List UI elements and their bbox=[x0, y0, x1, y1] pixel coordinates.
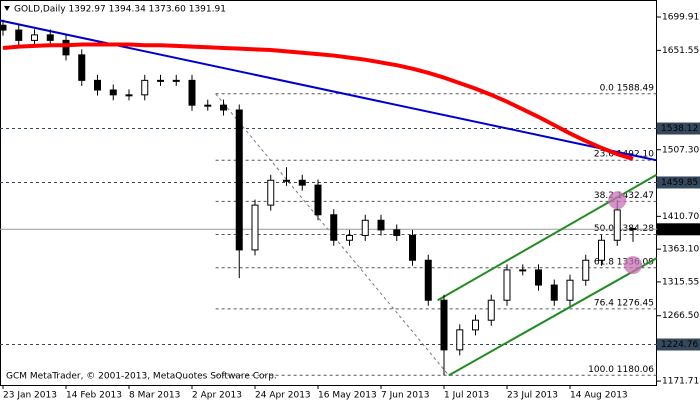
candle-body bbox=[188, 79, 196, 106]
candle-body bbox=[125, 94, 133, 97]
candle-body bbox=[440, 299, 448, 351]
candle-body bbox=[109, 89, 117, 96]
candle-body bbox=[94, 79, 101, 91]
y-tick-label: 1266.50 bbox=[662, 311, 699, 321]
x-tick-label: 1 Jul 2013 bbox=[444, 391, 489, 401]
x-tick-label: 23 Jul 2013 bbox=[507, 391, 558, 401]
x-tick-label: 23 Jan 2013 bbox=[3, 391, 57, 401]
candle-body bbox=[157, 79, 164, 82]
moving-average bbox=[2, 42, 634, 161]
price-box bbox=[657, 122, 700, 135]
candle-body bbox=[251, 204, 259, 251]
candle-body bbox=[503, 269, 511, 301]
candle-body bbox=[346, 234, 353, 241]
candle-body bbox=[582, 259, 590, 281]
candle-body bbox=[0, 24, 7, 31]
candle-body bbox=[393, 229, 401, 236]
y-tick-label: 1507.30 bbox=[662, 145, 699, 155]
x-tick-label: 7 Jun 2013 bbox=[381, 391, 429, 401]
price-box bbox=[657, 223, 700, 236]
candle-body bbox=[78, 54, 86, 81]
y-tick-label: 1651.55 bbox=[662, 46, 699, 56]
candle-body bbox=[487, 299, 495, 321]
candle-body bbox=[235, 109, 243, 251]
x-tick-label: 14 Aug 2013 bbox=[570, 391, 628, 401]
candle-body bbox=[141, 79, 149, 96]
fibo-label: 61.8 1336.09 bbox=[594, 257, 654, 267]
candle-body bbox=[62, 39, 70, 56]
candle-body bbox=[409, 234, 416, 261]
candle-body bbox=[283, 179, 290, 182]
candle-body bbox=[629, 228, 637, 231]
candle-body bbox=[204, 104, 212, 107]
x-tick-label: 16 May 2013 bbox=[318, 391, 377, 401]
candle-body bbox=[267, 179, 275, 206]
candle-body bbox=[550, 284, 558, 301]
candle-body bbox=[31, 34, 38, 41]
menu-icon[interactable] bbox=[4, 6, 10, 11]
candle-body bbox=[330, 214, 338, 241]
highlight bbox=[608, 191, 627, 210]
candle-body bbox=[472, 319, 479, 331]
y-tick-label: 1171.71 bbox=[662, 377, 699, 387]
candle-body bbox=[298, 179, 306, 186]
price-box-label: 1224.76 bbox=[661, 340, 698, 350]
candle-body bbox=[172, 79, 180, 82]
y-tick-label: 1363.10 bbox=[662, 245, 699, 255]
candle-body bbox=[519, 269, 527, 272]
x-tick-label: 8 Mar 2013 bbox=[129, 391, 180, 401]
price-box-label: 1391.91 bbox=[661, 225, 698, 235]
footer: GCM MetaTrader, © 2001-2013, MetaQuotes … bbox=[6, 372, 277, 382]
candle-body bbox=[535, 269, 542, 286]
y-tick-label: 1699.91 bbox=[662, 13, 699, 23]
y-tick-label: 1315.55 bbox=[662, 277, 699, 287]
price-box bbox=[657, 338, 700, 351]
candle-body bbox=[361, 219, 369, 236]
x-tick-label: 14 Feb 2013 bbox=[66, 391, 122, 401]
price-box bbox=[657, 176, 700, 189]
x-tick-label: 2 Apr 2013 bbox=[192, 391, 242, 401]
price-box-label: 1538.12 bbox=[661, 124, 698, 134]
candle-body bbox=[456, 329, 464, 351]
candle-body bbox=[377, 219, 385, 231]
fibo-label: 100.0 1180.06 bbox=[588, 365, 654, 375]
candle-body bbox=[613, 209, 621, 241]
trendline bbox=[448, 257, 658, 377]
chart-title: GOLD,Daily 1392.97 1394.34 1373.60 1391.… bbox=[14, 5, 226, 15]
price-box-label: 1459.85 bbox=[661, 178, 698, 188]
candle-body bbox=[15, 29, 23, 41]
fibo-label: 0.0 1588.49 bbox=[600, 83, 655, 93]
plot-frame bbox=[0, 0, 657, 386]
candle-body bbox=[220, 104, 227, 111]
candle-body bbox=[314, 184, 322, 216]
y-tick-label: 1410.70 bbox=[662, 212, 699, 222]
candle-body bbox=[46, 34, 54, 41]
x-tick-label: 24 Apr 2013 bbox=[255, 391, 311, 401]
candle-body bbox=[424, 259, 432, 301]
candle-body bbox=[566, 279, 574, 301]
candle-body bbox=[598, 239, 605, 261]
highlight bbox=[624, 256, 642, 275]
fibo-label: 76.4 1276.45 bbox=[594, 298, 654, 308]
